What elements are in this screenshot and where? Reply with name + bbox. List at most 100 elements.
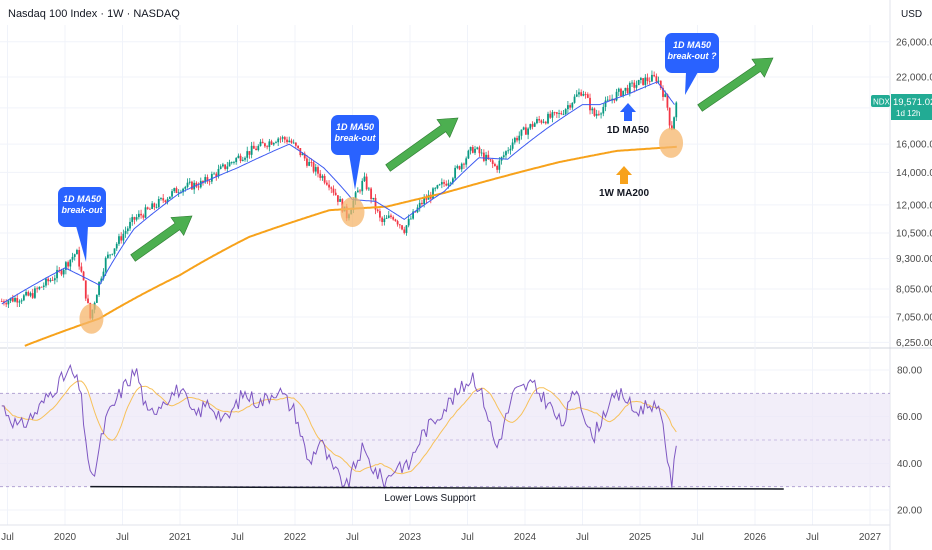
candle-body (359, 190, 361, 192)
lower-lows-support-line (90, 485, 784, 490)
candle-body (166, 198, 169, 203)
candle-body (474, 148, 476, 153)
green-arrow-2023 (385, 117, 459, 172)
candle-body (202, 180, 204, 183)
candle-body (421, 202, 423, 205)
candle-body (569, 105, 572, 108)
candle-body (516, 137, 518, 141)
highlight-circle-2020 (79, 303, 104, 334)
candle-body (653, 74, 656, 77)
candle-body (213, 173, 215, 175)
candle-body (20, 300, 23, 302)
candle-body (45, 278, 47, 286)
candle-body (233, 162, 235, 163)
candle-body (277, 138, 280, 143)
candle-body (155, 207, 158, 208)
candle-body (252, 145, 255, 149)
candle-body (208, 181, 211, 183)
candle-body (374, 197, 377, 210)
candle-body (376, 209, 379, 212)
candle-body (646, 77, 649, 82)
candle-body (544, 121, 547, 124)
candle-body (659, 80, 662, 88)
time-tick-label: 2021 (169, 532, 192, 543)
candle-body (505, 151, 507, 156)
callout-2022-text: break-out (334, 133, 376, 143)
candle-body (363, 176, 366, 181)
orange-up-arrow (616, 166, 632, 184)
candle-body (597, 113, 600, 115)
candle-body (310, 162, 313, 163)
candle-body (16, 298, 19, 303)
candle-body (133, 217, 136, 220)
candle-body (562, 113, 565, 115)
candle-body (173, 188, 176, 192)
time-tick-label: Jul (461, 532, 474, 543)
candle-body (230, 162, 233, 163)
candle-body (259, 141, 262, 146)
candle-body (487, 154, 490, 160)
candle-body (80, 266, 83, 272)
candle-body (98, 281, 100, 295)
candle-body (149, 208, 151, 210)
candle-body (560, 113, 563, 115)
callout-2020-pointer (76, 226, 88, 262)
callout-2025-pointer (685, 72, 698, 95)
candle-body (549, 113, 552, 118)
candle-body (520, 129, 523, 136)
candle-body (609, 99, 611, 101)
candle-body (9, 297, 12, 301)
candle-body (524, 127, 527, 135)
candle-body (120, 236, 123, 241)
candle-body (434, 188, 437, 190)
callout-2022-text: 1D MA50 (336, 122, 374, 132)
candle-body (589, 97, 591, 111)
candle-body (250, 145, 253, 155)
candle-body (14, 298, 16, 302)
candle-body (308, 162, 311, 166)
candle-body (306, 158, 308, 166)
symbol-tag-text: NDX (873, 98, 891, 107)
candle-body (668, 107, 671, 126)
currency-label[interactable]: USD (901, 9, 922, 20)
candle-body (432, 188, 434, 199)
candle-body (73, 254, 76, 257)
candle-body (248, 151, 251, 155)
callout-2025-text: 1D MA50 (673, 40, 711, 50)
candle-body (188, 181, 191, 183)
candle-body (637, 79, 640, 86)
candle-body (140, 213, 142, 216)
candle-body (425, 198, 428, 200)
time-tick-label: Jul (576, 532, 589, 543)
candle-body (124, 231, 127, 234)
candle-body (642, 78, 644, 85)
bar-countdown: 1d 12h (896, 109, 920, 118)
chart-title: Nasdaq 100 Index · 1W · NASDAQ (8, 8, 180, 20)
candle-body (580, 92, 583, 96)
candle-body (100, 278, 103, 282)
candle-body (109, 254, 112, 256)
candle-body (518, 135, 521, 141)
candle-body (655, 76, 658, 82)
candle-body (604, 100, 607, 107)
price-badge: NDX 19,571.02 1d 12h (871, 94, 932, 120)
candle-body (290, 140, 293, 143)
candle-body (11, 297, 14, 302)
candle-body (210, 174, 213, 182)
candle-body (471, 146, 474, 153)
candle-body (184, 186, 187, 189)
label-ma50: 1D MA50 (607, 125, 650, 136)
candle-body (51, 279, 54, 281)
candle-body (463, 163, 465, 165)
price-tick-label: 10,500.00 (896, 228, 932, 239)
candle-body (235, 158, 238, 163)
candle-body (531, 124, 534, 127)
candle-body (575, 94, 578, 97)
candle-body (558, 113, 560, 114)
callout-2022-box (331, 115, 379, 155)
candle-body (168, 196, 171, 199)
candle-body (142, 215, 145, 218)
candle-body (160, 198, 162, 200)
candle-body (272, 142, 275, 145)
